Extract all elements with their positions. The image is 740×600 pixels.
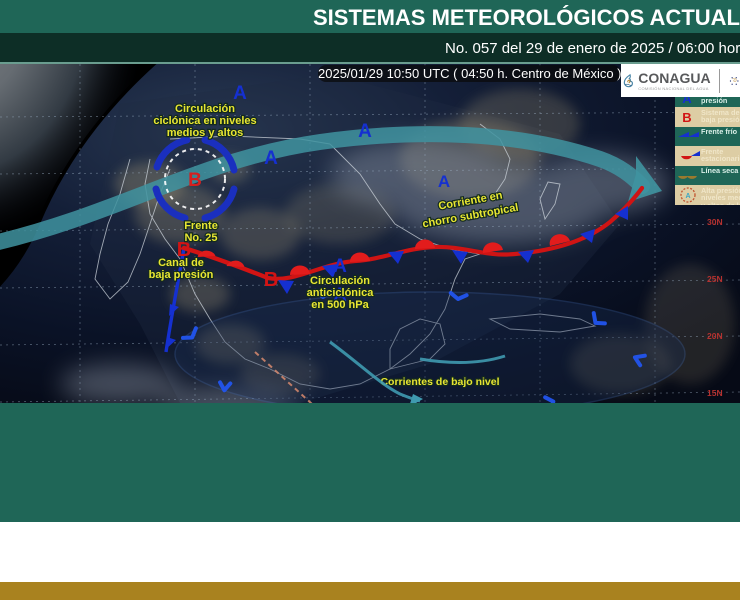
svg-text:30N: 30N: [707, 217, 723, 227]
svg-text:Canal de: Canal de: [158, 257, 204, 269]
svg-text:medios y altos: medios y altos: [167, 127, 243, 139]
svg-text:B: B: [264, 269, 278, 291]
svg-text:B: B: [682, 110, 691, 125]
svg-text:A: A: [438, 172, 450, 191]
svg-text:Corrientes de bajo nivel: Corrientes de bajo nivel: [380, 376, 499, 388]
svg-text:Circulación: Circulación: [310, 275, 370, 287]
svg-text:anticiclónica: anticiclónica: [307, 287, 375, 299]
svg-text:A: A: [264, 148, 278, 169]
svg-text:A: A: [685, 193, 690, 200]
svg-text:Circulación: Circulación: [175, 103, 235, 115]
svg-text:B: B: [188, 170, 202, 191]
svg-text:No. 25: No. 25: [184, 232, 217, 244]
svg-text:A: A: [333, 256, 347, 277]
svg-text:baja presión: baja presión: [149, 269, 214, 281]
svg-text:ciclónica en niveles: ciclónica en niveles: [153, 115, 256, 127]
svg-text:15N: 15N: [707, 388, 723, 398]
svg-text:en 500 hPa: en 500 hPa: [311, 299, 369, 311]
svg-text:Frente: Frente: [184, 220, 218, 232]
svg-text:20N: 20N: [707, 331, 723, 341]
svg-text:25N: 25N: [707, 274, 723, 284]
svg-text:A: A: [233, 83, 247, 104]
svg-text:A: A: [358, 121, 372, 142]
